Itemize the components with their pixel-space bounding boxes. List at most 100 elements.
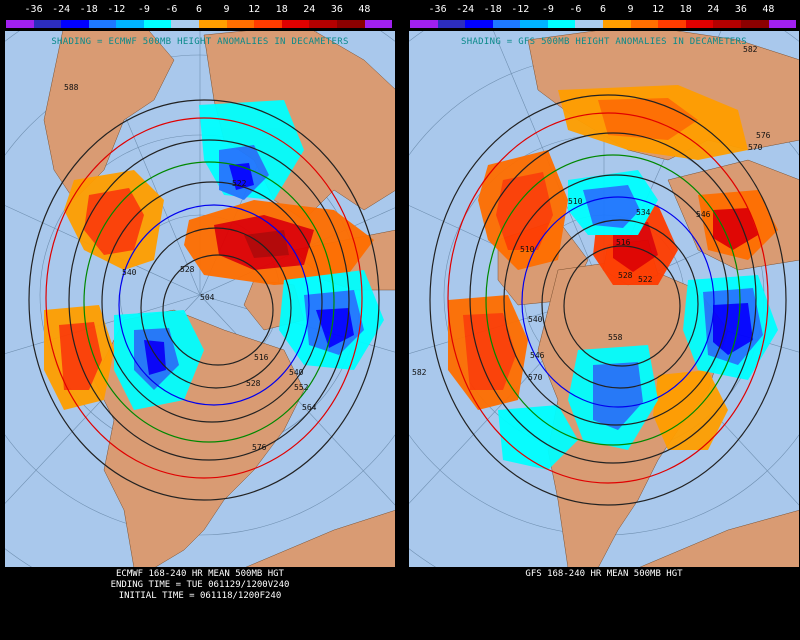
contour-label: 552 — [294, 383, 309, 392]
contour-label: 528 — [618, 271, 633, 280]
contour-label: 588 — [64, 83, 79, 92]
caption-line: GFS 168-240 HR MEAN 500MB HGT — [525, 569, 683, 579]
colorbar-swatch — [603, 20, 631, 28]
contour-label: 576 — [756, 131, 771, 140]
colorbar-swatch — [547, 20, 576, 28]
colorbar-labels: -36 -24 -18 -12 -9 -6 6 9 12 18 24 36 48 — [6, 4, 392, 18]
colorbar-label: -6 — [165, 4, 178, 15]
gfs-panel: -36 -24 -18 -12 -9 -6 6 9 12 18 24 36 48 — [408, 0, 800, 640]
contour-label: 504 — [200, 293, 215, 302]
contour-label: 522 — [232, 179, 247, 188]
colorbar-swatch — [281, 20, 310, 28]
height-contours — [429, 94, 787, 506]
contour-label: 582 — [743, 45, 758, 54]
colorbar-swatch — [364, 20, 393, 28]
colorbar-swatch — [309, 20, 337, 28]
contour-label: 510 — [520, 245, 535, 254]
contour-label: 510 — [568, 197, 583, 206]
contour-label: 516 — [616, 238, 631, 247]
asia-land — [43, 30, 175, 201]
colorbar-swatch — [658, 20, 686, 28]
colorbar-label: -24 — [456, 4, 475, 15]
colorbar-label: 48 — [762, 4, 775, 15]
colorbar-label: 9 — [223, 4, 230, 15]
colorbar-label: -6 — [569, 4, 582, 15]
colorbar-label: 6 — [195, 4, 203, 15]
contour-label: 516 — [254, 353, 269, 362]
colorbar-label: 12 — [652, 4, 665, 15]
contour-label: 564 — [302, 403, 317, 412]
contour-label: 522 — [638, 275, 653, 284]
colorbar-label: 24 — [707, 4, 720, 15]
colorbar-swatch — [226, 20, 255, 28]
caption-line: INITIAL TIME = 061118/1200F240 — [118, 591, 282, 601]
colorbar-label: -36 — [428, 4, 447, 15]
colorbar-swatch — [254, 20, 282, 28]
panel-caption: ECMWF 168-240 HR MEAN 500MB HGT ENDING T… — [4, 569, 396, 602]
contour-label: 540 — [528, 315, 543, 324]
colorbar-swatch — [713, 20, 741, 28]
colorbar-label: 36 — [330, 4, 343, 15]
colorbar-swatch — [336, 20, 365, 28]
contour-label: 546 — [530, 351, 545, 360]
colorbar-swatch — [61, 20, 89, 28]
colorbar-label: 18 — [679, 4, 692, 15]
colorbar-swatch — [465, 20, 493, 28]
colorbar-swatch — [143, 20, 172, 28]
colorbar-swatch — [6, 20, 34, 28]
colorbar-label: 36 — [734, 4, 747, 15]
colorbar-label: -12 — [107, 4, 126, 15]
contour-label: 540 — [122, 268, 137, 277]
colorbar-swatch — [33, 20, 62, 28]
colorbar-label: -36 — [24, 4, 43, 15]
colorbar-label: -9 — [541, 4, 554, 15]
contour-label: 570 — [748, 143, 763, 152]
map-frame — [4, 30, 396, 568]
panel-caption: GFS 168-240 HR MEAN 500MB HGT — [408, 569, 800, 580]
map-title: SHADING = GFS 500MB HEIGHT ANOMALIES IN … — [461, 37, 747, 47]
contour-label: 528 — [246, 379, 261, 388]
colorbar-swatches — [6, 20, 393, 28]
contour-labels: 588 540 528 504 516 540 564 576 528 552 … — [64, 83, 317, 452]
contour-label: 540 — [289, 368, 304, 377]
colorbar-labels: -36 -24 -18 -12 -9 -6 6 9 12 18 24 36 48 — [410, 4, 796, 18]
contour-label: 558 — [608, 333, 623, 342]
south-america-land — [637, 509, 800, 568]
colorbar-swatch — [116, 20, 144, 28]
caption-line: ECMWF 168-240 HR MEAN 500MB HGT — [116, 569, 284, 579]
colorbar-label: -12 — [511, 4, 530, 15]
colorbar-label: 48 — [358, 4, 371, 15]
gfs-map: 582 576 570 510 534 516 546 528 522 510 … — [408, 30, 800, 568]
contour-label: 546 — [696, 210, 711, 219]
colorbar-label: -9 — [137, 4, 150, 15]
colorbar-swatch — [575, 20, 604, 28]
contour-label: 534 — [636, 208, 651, 217]
contour-labels: 582 576 570 510 534 516 546 528 522 510 … — [412, 45, 771, 382]
colorbar-swatch — [410, 20, 438, 28]
contour-label: 576 — [252, 443, 267, 452]
colorbar-label: 9 — [627, 4, 634, 15]
colorbar-swatches — [410, 20, 797, 28]
colorbar-swatch — [740, 20, 769, 28]
anomaly-colorbar: -36 -24 -18 -12 -9 -6 6 9 12 18 24 36 48 — [410, 4, 797, 32]
contour-label: 582 — [412, 368, 427, 377]
caption-line: ENDING TIME = TUE 061129/1200V240 — [110, 580, 290, 590]
map-title: SHADING = ECMWF 500MB HEIGHT ANOMALIES I… — [51, 37, 349, 47]
contour-label: 570 — [528, 373, 543, 382]
ecmwf-panel: -36 -24 -18 -12 -9 -6 6 9 12 18 24 36 48 — [4, 0, 396, 640]
colorbar-swatch — [437, 20, 466, 28]
colorbar-label: -18 — [79, 4, 98, 15]
colorbar-swatch — [199, 20, 227, 28]
anomaly-colorbar: -36 -24 -18 -12 -9 -6 6 9 12 18 24 36 48 — [6, 4, 393, 32]
colorbar-swatch — [520, 20, 548, 28]
colorbar-label: 12 — [248, 4, 261, 15]
south-america-land — [243, 509, 396, 568]
colorbar-label: -18 — [483, 4, 502, 15]
colorbar-swatch — [685, 20, 714, 28]
anomaly-shading — [448, 85, 778, 470]
ecmwf-map: 588 540 528 504 516 540 564 576 528 552 … — [4, 30, 396, 568]
colorbar-label: 24 — [303, 4, 316, 15]
colorbar-label: 18 — [275, 4, 288, 15]
contour-label: 528 — [180, 265, 195, 274]
colorbar-label: 6 — [599, 4, 607, 15]
